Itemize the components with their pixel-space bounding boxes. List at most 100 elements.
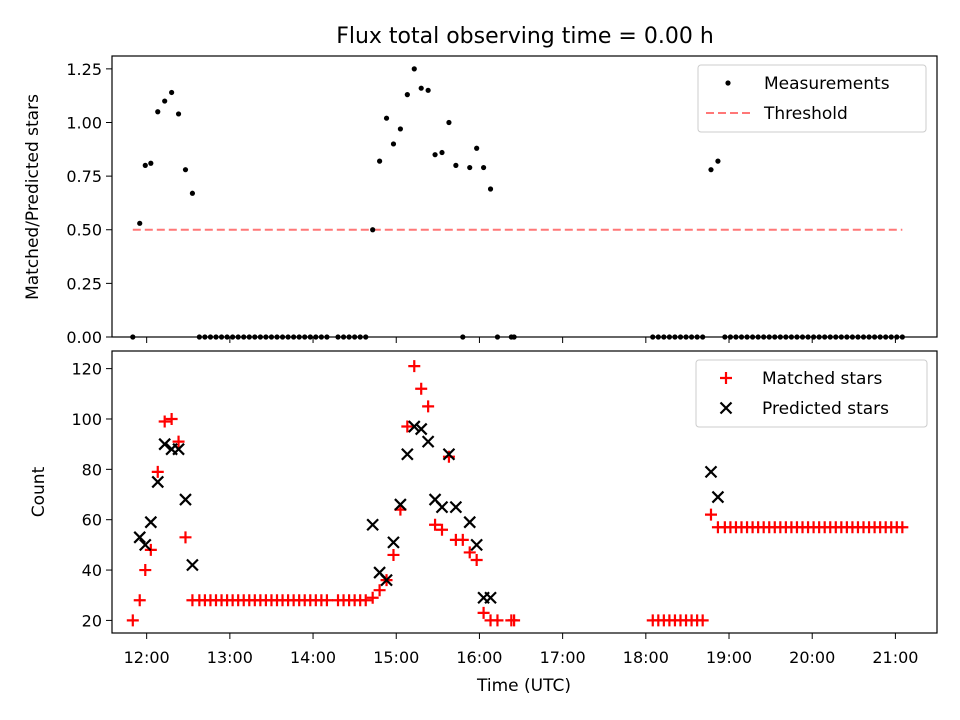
matched-stars-point (387, 548, 400, 561)
top-y-axis-label: Matched/Predicted stars (23, 94, 43, 300)
x-tick-label: 15:00 (373, 648, 419, 667)
matched-stars-point (463, 546, 476, 559)
matched-stars-point (139, 564, 152, 577)
bottom-y-ticks: 20 40 60 80 100 120 (71, 360, 112, 630)
predicted-stars-point (407, 420, 421, 433)
x-tick-label: 21:00 (872, 648, 918, 667)
x-tick-label: 12:00 (124, 648, 170, 667)
predicted-stars-point (186, 558, 199, 572)
matched-stars-point (415, 382, 428, 395)
x-axis-label: Time (UTC) (476, 676, 571, 696)
matched-stars-point (401, 420, 414, 433)
top-axes-panel: 0.00 0.25 0.50 0.75 1.00 1.25 Matched/Predict… (23, 55, 938, 347)
y-tick-label: 1.25 (66, 60, 102, 79)
matched-stars-point (158, 415, 171, 428)
measurement-point (383, 115, 390, 121)
matched-stars-point (422, 400, 435, 413)
measurement-point (446, 119, 452, 126)
legend-label: Measurements (764, 74, 890, 94)
predicted-stars-point (435, 500, 449, 514)
top-x-ticks (146, 337, 896, 343)
y-tick-label: 0.75 (66, 167, 102, 186)
measurement-point (397, 126, 404, 132)
measurement-point (142, 162, 148, 168)
x-tick-label: 17:00 (540, 648, 586, 667)
matched-stars-point (151, 465, 164, 478)
predicted-stars-point (442, 447, 456, 461)
measurement-point (411, 66, 417, 72)
y-tick-label: 40 (82, 561, 102, 580)
measurement-point (708, 167, 714, 173)
predicted-stars-point (151, 475, 165, 489)
matched-stars-point (508, 614, 521, 627)
measurement-point (189, 190, 196, 196)
predicted-stars-point (484, 591, 497, 605)
x-tick-label: 16:00 (456, 648, 502, 667)
matched-stars-point (373, 584, 386, 597)
measurement-point (162, 98, 168, 104)
legend-box (695, 359, 928, 428)
measurement-point (418, 85, 424, 91)
predicted-stars-point (179, 493, 192, 506)
predicted-stars-point (138, 538, 152, 552)
matched-stars-point (179, 531, 192, 544)
y-tick-label: 0.25 (66, 274, 102, 293)
matched-stars-point (896, 521, 909, 534)
matched-stars-point (704, 508, 717, 521)
measurement-point (715, 158, 721, 164)
top-axes-frame (111, 55, 938, 338)
bottom-x-ticks: 12:00 13:00 14:00 15:00 16:00 17:00 18:00 19:00… (124, 633, 918, 667)
predicted-stars-point (414, 422, 428, 436)
predicted-stars-point (158, 437, 171, 451)
measurement-point (155, 109, 161, 115)
bottom-axes-frame (111, 350, 938, 634)
matched-stars-point (408, 360, 421, 373)
measurement-point (404, 92, 410, 98)
measurement-point (467, 164, 473, 171)
bottom-plot-area (126, 360, 909, 627)
legend-label: Predicted stars (762, 399, 889, 419)
predicted-stars-point (421, 435, 435, 448)
x-tick-label: 13:00 (207, 648, 253, 667)
matched-stars-point (429, 518, 442, 531)
measurement-point (432, 152, 438, 158)
predicted-stars-point (133, 531, 147, 544)
x-tick-label: 19:00 (706, 648, 752, 667)
matched-stars-point (436, 523, 448, 536)
legend-label: Matched stars (762, 369, 882, 389)
measurement-point (175, 111, 182, 117)
measurement-point (453, 162, 459, 168)
measurement-point (480, 164, 487, 171)
figure-title: Flux total observing time = 0.00 h (336, 24, 714, 49)
predicted-stars-point (470, 538, 483, 552)
matched-stars-point (477, 606, 490, 619)
legend-marker (720, 372, 732, 384)
predicted-stars-point (394, 498, 407, 511)
top-legend: Measurements Threshold (697, 64, 927, 133)
measurement-point (377, 158, 383, 164)
bottom-y-axis-label: Count (29, 466, 49, 517)
matched-stars-point (359, 594, 372, 607)
matched-stars-point (126, 614, 139, 627)
x-tick-label: 20:00 (789, 648, 835, 667)
legend-label: Threshold (763, 104, 848, 124)
measurement-point (474, 145, 480, 151)
y-tick-label: 0.00 (66, 328, 102, 347)
matched-stars-point (442, 450, 455, 463)
predicted-stars-point (463, 515, 477, 529)
measurement-point (390, 141, 397, 147)
measurement-point (182, 167, 189, 173)
measurement-point (370, 227, 376, 233)
y-tick-label: 80 (82, 460, 102, 479)
legend-box (697, 64, 927, 133)
predicted-stars-point (711, 490, 725, 504)
predicted-stars-point (401, 447, 414, 461)
y-tick-label: 20 (82, 611, 102, 630)
matched-stars-point (320, 594, 333, 607)
matched-stars-point (172, 435, 185, 448)
matched-stars-point (165, 412, 178, 425)
top-plot-area (130, 66, 905, 340)
predicted-stars-point (366, 518, 379, 532)
predicted-stars-point (704, 465, 718, 479)
